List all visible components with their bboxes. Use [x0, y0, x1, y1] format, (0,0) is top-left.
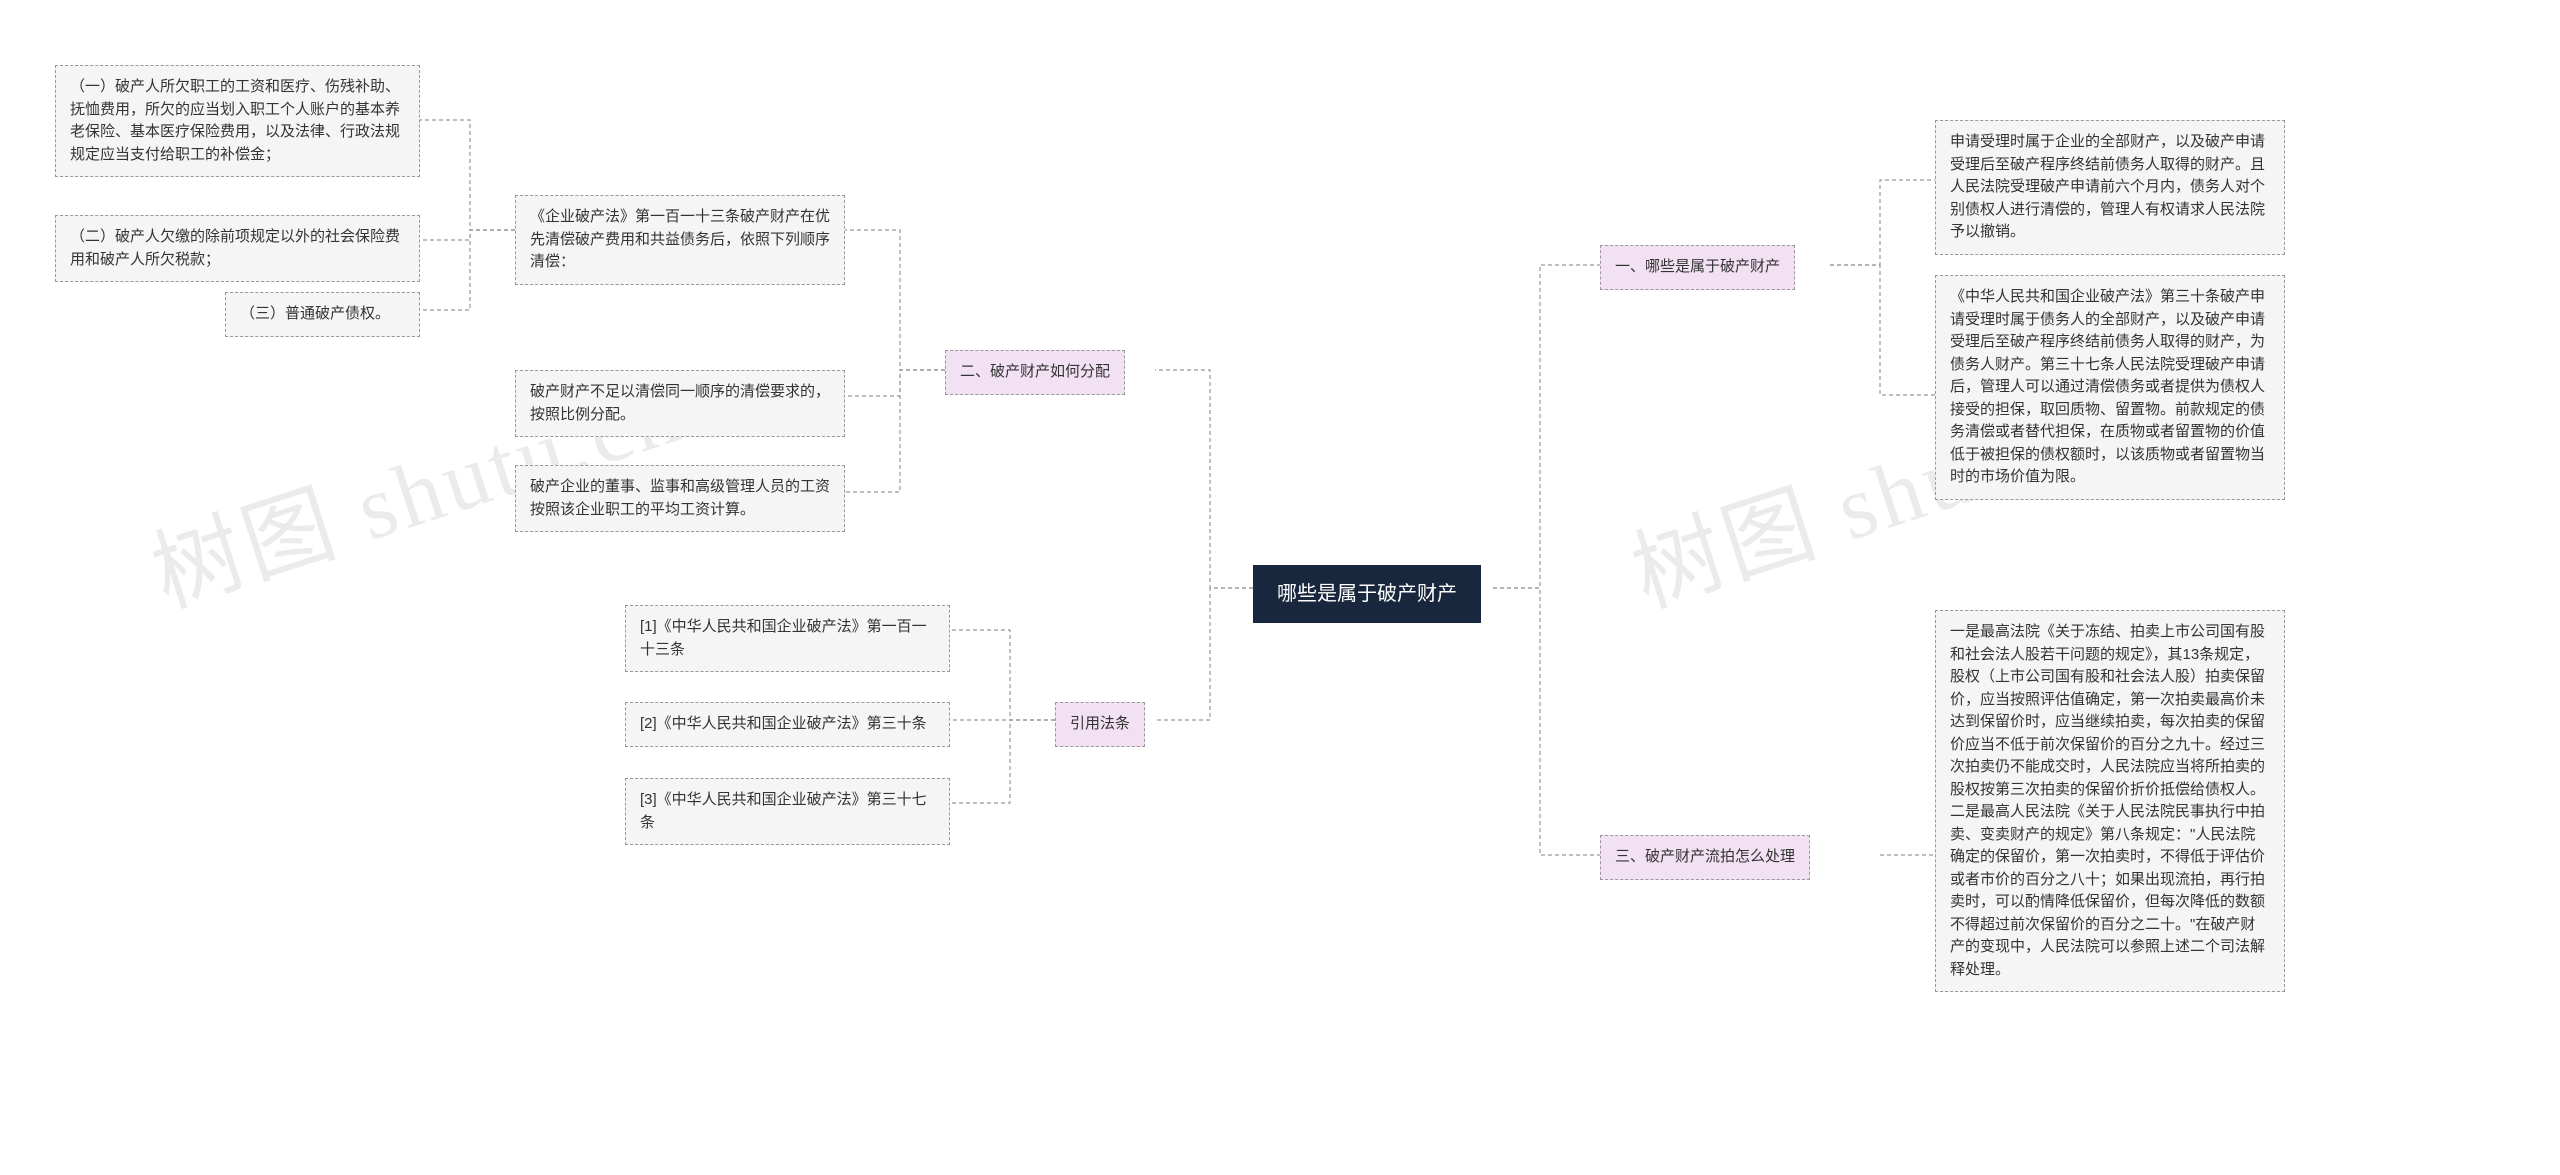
branch-3: 三、破产财产流拍怎么处理 [1600, 835, 1810, 880]
leaf-b2-1-2: （二）破产人欠缴的除前项规定以外的社会保险费用和破产人所欠税款； [55, 215, 420, 282]
leaf-b2-1: 《企业破产法》第一百一十三条破产财产在优先清偿破产费用和共益债务后，依照下列顺序… [515, 195, 845, 285]
leaf-b1-2: 《中华人民共和国企业破产法》第三十条破产申请受理时属于债务人的全部财产，以及破产… [1935, 275, 2285, 500]
root-node: 哪些是属于破产财产 [1253, 565, 1481, 623]
leaf-b2-3: 破产企业的董事、监事和高级管理人员的工资按照该企业职工的平均工资计算。 [515, 465, 845, 532]
branch-2: 二、破产财产如何分配 [945, 350, 1125, 395]
leaf-b2-2: 破产财产不足以清偿同一顺序的清偿要求的，按照比例分配。 [515, 370, 845, 437]
leaf-b3-1: 一是最高法院《关于冻结、拍卖上市公司国有股和社会法人股若干问题的规定》，其13条… [1935, 610, 2285, 992]
leaf-b4-2: [2]《中华人民共和国企业破产法》第三十条 [625, 702, 950, 747]
leaf-b2-1-1: （一）破产人所欠职工的工资和医疗、伤残补助、抚恤费用，所欠的应当划入职工个人账户… [55, 65, 420, 177]
leaf-b2-1-3: （三）普通破产债权。 [225, 292, 420, 337]
leaf-b1-1: 申请受理时属于企业的全部财产，以及破产申请受理后至破产程序终结前债务人取得的财产… [1935, 120, 2285, 255]
leaf-b4-3: [3]《中华人民共和国企业破产法》第三十七条 [625, 778, 950, 845]
branch-1: 一、哪些是属于破产财产 [1600, 245, 1795, 290]
leaf-b4-1: [1]《中华人民共和国企业破产法》第一百一十三条 [625, 605, 950, 672]
branch-4: 引用法条 [1055, 702, 1145, 747]
